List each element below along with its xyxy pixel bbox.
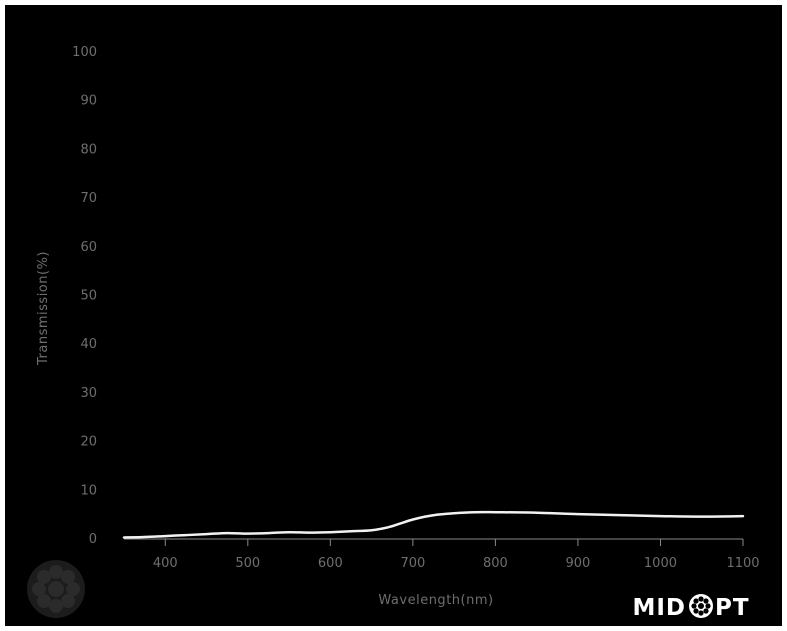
- logo-lens-icon: [689, 594, 713, 618]
- transmission-chart: 0 10 20 30 40 50 60 70 80 90 100 400 500 600 700 800 90…: [27, 45, 760, 621]
- y-tick-label: 70: [80, 191, 97, 206]
- x-tick-labels: 400 500 600 700 800 900 1000 1100: [153, 556, 760, 571]
- x-tick-label: 1100: [726, 556, 759, 571]
- y-tick-label: 90: [80, 94, 97, 109]
- midopt-logo: MID PT: [632, 594, 749, 621]
- y-axis-title: Transmission(%): [36, 251, 51, 366]
- y-tick-label: 60: [80, 240, 97, 255]
- x-tick-label: 400: [153, 556, 178, 571]
- x-tick-label: 800: [483, 556, 508, 571]
- y-tick-labels: 0 10 20 30 40 50 60 70 80 90 100: [72, 45, 97, 547]
- y-tick-label: 50: [80, 289, 97, 304]
- x-tick-label: 700: [400, 556, 425, 571]
- y-tick-label: 30: [80, 386, 97, 401]
- x-tick-label: 1000: [644, 556, 677, 571]
- y-tick-label: 100: [72, 45, 97, 60]
- x-tick-label: 600: [318, 556, 343, 571]
- y-tick-label: 0: [89, 532, 97, 547]
- y-tick-label: 20: [80, 435, 97, 450]
- watermark-lens-icon: [27, 560, 85, 618]
- x-tick-label: 500: [235, 556, 260, 571]
- y-tick-label: 40: [80, 337, 97, 352]
- logo-text-left: MID: [632, 595, 686, 621]
- x-tick-marks: [164, 539, 744, 546]
- y-tick-label: 10: [80, 483, 97, 498]
- series-group: [122, 510, 745, 539]
- chart-frame: 0 10 20 30 40 50 60 70 80 90 100 400 500 600 700 800 90…: [5, 5, 782, 626]
- transmission-curve: [122, 510, 745, 539]
- y-tick-label: 80: [80, 142, 97, 157]
- logo-text-right: PT: [715, 595, 750, 621]
- x-axis-title: Wavelength(nm): [378, 593, 493, 608]
- x-tick-label: 900: [566, 556, 591, 571]
